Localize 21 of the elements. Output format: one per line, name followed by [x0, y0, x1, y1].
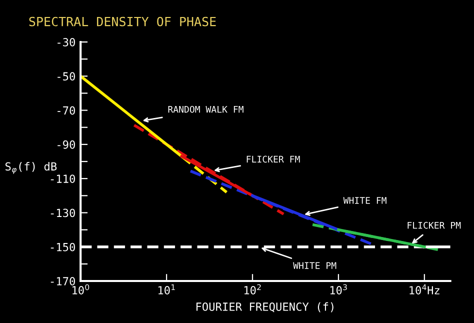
x-tick-label: 10$^{2}$: [244, 284, 261, 294]
y-tick-label: -110: [50, 174, 75, 183]
annotation: FLICKER PM: [408, 222, 461, 229]
x-tick-label: 10$^{4}$Hz: [410, 284, 440, 294]
x-tick-label: 10$^{1}$: [158, 284, 175, 294]
y-tick-label: -90: [58, 140, 75, 149]
y-tick-label: -30: [58, 38, 75, 46]
y-tick-label: -170: [50, 277, 75, 286]
annotation: WHITE FM: [343, 197, 386, 204]
x-axis-title: FOURIER FREQUENCY (f): [196, 302, 334, 312]
y-tick-label: -130: [50, 208, 75, 218]
x-tick-label: 10$^{0}$: [72, 284, 90, 294]
y-axis-title: S$_{φ}$(f) dB: [5, 162, 57, 174]
annotation: RANDOM WALK FM: [168, 106, 244, 113]
y-tick-label: -70: [58, 106, 75, 115]
annotation: WHITE PM: [293, 262, 336, 269]
y-tick-label: -50: [58, 72, 75, 81]
x-tick-label: 10$^{3}$: [330, 284, 347, 294]
annotation: FLICKER FM: [246, 156, 300, 163]
chart-title: SPECTRAL DENSITY OF PHASE: [29, 16, 216, 26]
y-tick-label: -150: [50, 242, 75, 252]
